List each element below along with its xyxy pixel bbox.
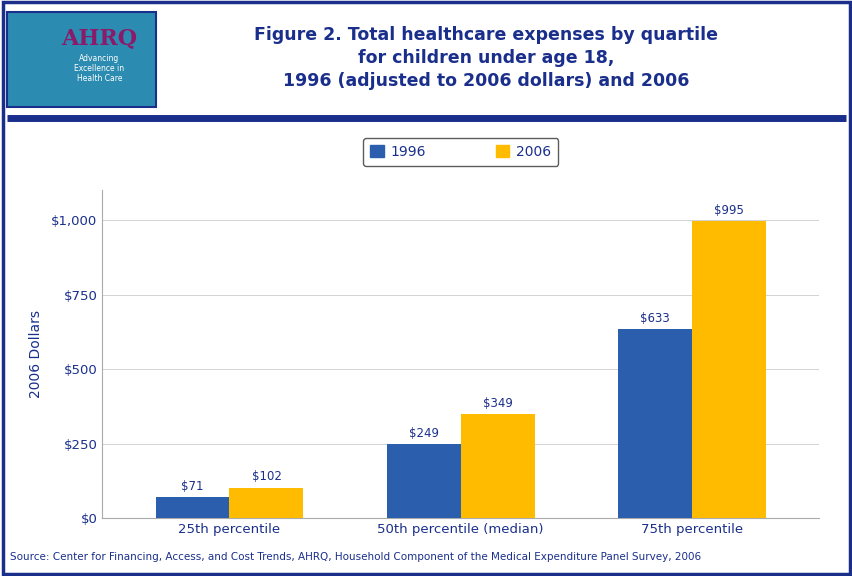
Text: AHRQ: AHRQ — [61, 27, 137, 49]
Bar — [155, 497, 229, 518]
Text: $349: $349 — [482, 397, 512, 410]
Bar — [460, 414, 534, 518]
Text: $995: $995 — [713, 204, 743, 217]
Bar — [386, 444, 460, 518]
Legend: 1996, 2006: 1996, 2006 — [362, 138, 558, 166]
Text: 1996 (adjusted to 2006 dollars) and 2006: 1996 (adjusted to 2006 dollars) and 2006 — [283, 72, 688, 90]
Text: $102: $102 — [251, 471, 281, 483]
Text: Figure 2. Total healthcare expenses by quartile: Figure 2. Total healthcare expenses by q… — [254, 26, 717, 44]
Y-axis label: 2006 Dollars: 2006 Dollars — [29, 310, 43, 398]
Text: for children under age 18,: for children under age 18, — [358, 49, 613, 67]
Text: Advancing
Excellence in
Health Care: Advancing Excellence in Health Care — [74, 54, 124, 84]
Bar — [617, 329, 691, 518]
Bar — [229, 488, 303, 518]
Text: $249: $249 — [408, 427, 438, 439]
Bar — [691, 221, 765, 518]
Text: $633: $633 — [639, 312, 669, 325]
Text: $71: $71 — [181, 480, 204, 492]
Text: Source: Center for Financing, Access, and Cost Trends, AHRQ, Household Component: Source: Center for Financing, Access, an… — [10, 552, 700, 562]
